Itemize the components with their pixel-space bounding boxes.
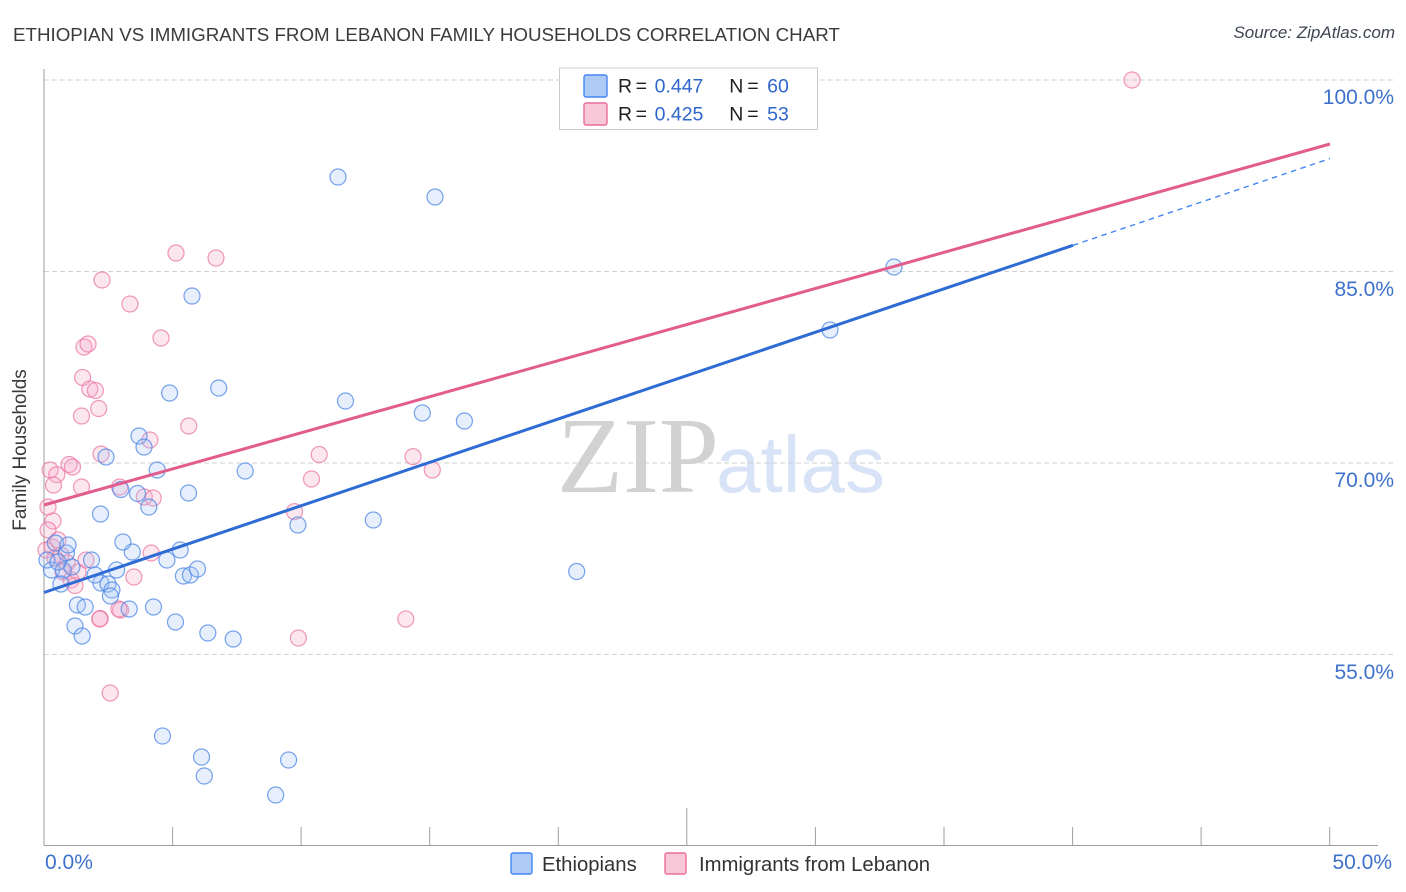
svg-text:ETHIOPIAN VS IMMIGRANTS FROM L: ETHIOPIAN VS IMMIGRANTS FROM LEBANON FAM… bbox=[13, 24, 840, 45]
svg-text:100.0%: 100.0% bbox=[1323, 86, 1394, 109]
svg-text:0.0%: 0.0% bbox=[45, 851, 93, 874]
svg-text:Family Households: Family Households bbox=[10, 369, 31, 531]
svg-text:50.0%: 50.0% bbox=[1332, 851, 1392, 874]
svg-text:Ethiopians: Ethiopians bbox=[542, 854, 637, 876]
svg-text:atlas: atlas bbox=[716, 420, 885, 509]
svg-text:Source: ZipAtlas.com: Source: ZipAtlas.com bbox=[1233, 23, 1395, 42]
svg-text:ZIP: ZIP bbox=[557, 397, 719, 516]
svg-text:55.0%: 55.0% bbox=[1334, 661, 1394, 684]
svg-text:Immigrants from Lebanon: Immigrants from Lebanon bbox=[699, 854, 930, 876]
svg-text:85.0%: 85.0% bbox=[1334, 278, 1394, 301]
svg-text:70.0%: 70.0% bbox=[1334, 469, 1394, 492]
